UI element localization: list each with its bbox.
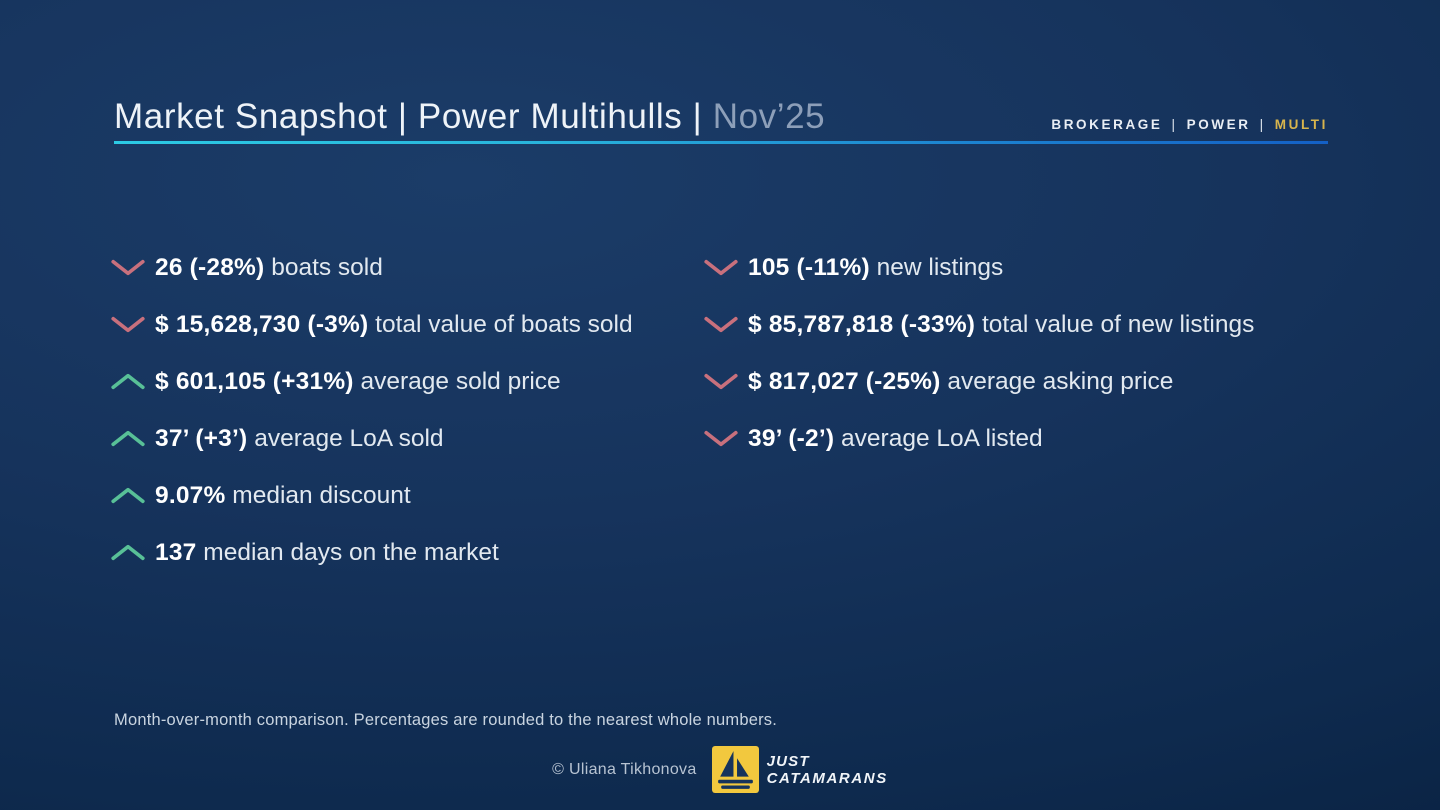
catamaran-icon <box>711 746 759 793</box>
tag-separator: | <box>1259 117 1266 132</box>
stat-label: average LoA sold <box>254 424 444 452</box>
stat-text: $ 15,628,730 (-3%) total value of boats … <box>155 312 633 338</box>
tag-separator: | <box>1171 117 1178 132</box>
stat-text: 105 (-11%) new listings <box>748 255 1003 281</box>
stat-text: 9.07% median discount <box>155 483 411 509</box>
stat-row-average-loa-listed: 39’ (-2’) average LoA listed <box>703 410 1254 467</box>
stat-value: $ 85,787,818 (-33%) <box>748 310 976 338</box>
stat-text: 39’ (-2’) average LoA listed <box>748 426 1043 452</box>
down-chevron-icon <box>111 259 145 276</box>
copyright-text: © Uliana Tikhonova <box>552 760 697 778</box>
stat-text: $ 817,027 (-25%) average asking price <box>748 369 1173 395</box>
stat-label: boats sold <box>271 253 383 281</box>
stat-value: 39’ (-2’) <box>748 424 835 452</box>
title-period: Nov’25 <box>712 97 826 136</box>
stat-label: average LoA listed <box>841 424 1043 452</box>
up-chevron-icon <box>111 373 145 390</box>
stat-row-boats-sold: 26 (-28%) boats sold <box>110 239 633 296</box>
page-title: Market Snapshot | Power Multihulls | Nov… <box>114 97 825 137</box>
down-chevron-icon <box>704 259 738 276</box>
up-chevron-icon <box>111 430 145 447</box>
stats-column-sold: 26 (-28%) boats sold $ 15,628,730 (-3%) … <box>110 239 633 581</box>
stat-value: 26 (-28%) <box>155 253 265 281</box>
stat-value: 105 (-11%) <box>748 253 870 281</box>
stat-text: $ 601,105 (+31%) average sold price <box>155 369 561 395</box>
logo-line-just: JUST <box>766 752 810 770</box>
title-main: Market Snapshot | Power Multihulls | <box>114 97 703 136</box>
footnote: Month-over-month comparison. Percentages… <box>114 711 778 729</box>
stat-label: total value of new listings <box>981 310 1255 338</box>
stat-row-total-value-sold: $ 15,628,730 (-3%) total value of boats … <box>110 296 633 353</box>
stat-text: 37’ (+3’) average LoA sold <box>155 426 444 452</box>
stat-value: $ 601,105 (+31%) <box>155 367 354 395</box>
stat-value: $ 15,628,730 (-3%) <box>155 310 369 338</box>
stat-value: 37’ (+3’) <box>155 424 248 452</box>
stat-row-median-days: 137 median days on the market <box>110 524 633 581</box>
stat-text: $ 85,787,818 (-33%) total value of new l… <box>748 312 1254 338</box>
stat-text: 137 median days on the market <box>155 540 499 566</box>
stat-label: average asking price <box>947 367 1174 395</box>
logo-line-catamarans: CATAMARANS <box>766 769 888 787</box>
stat-row-median-discount: 9.07% median discount <box>110 467 633 524</box>
tag-brokerage: BROKERAGE <box>1051 117 1163 132</box>
stat-value: 9.07% <box>155 481 226 509</box>
stat-label: median days on the market <box>203 538 499 566</box>
tag-multi: MULTI <box>1274 117 1328 132</box>
breadcrumb: BROKERAGE | POWER | MULTI <box>1051 117 1328 132</box>
stat-label: median discount <box>232 481 411 509</box>
credit-bar: © Uliana Tikhonova JUST CATAMARANS <box>0 746 1440 793</box>
stats-column-listings: 105 (-11%) new listings $ 85,787,818 (-3… <box>703 239 1254 467</box>
stat-value: $ 817,027 (-25%) <box>748 367 941 395</box>
down-chevron-icon <box>704 430 738 447</box>
stat-row-average-sold-price: $ 601,105 (+31%) average sold price <box>110 353 633 410</box>
down-chevron-icon <box>704 373 738 390</box>
stat-text: 26 (-28%) boats sold <box>155 255 383 281</box>
stat-label: new listings <box>876 253 1004 281</box>
down-chevron-icon <box>704 316 738 333</box>
stat-row-average-asking-price: $ 817,027 (-25%) average asking price <box>703 353 1254 410</box>
stat-row-new-listings: 105 (-11%) new listings <box>703 239 1254 296</box>
logo-wordmark: JUST CATAMARANS <box>767 754 888 786</box>
up-chevron-icon <box>111 544 145 561</box>
down-chevron-icon <box>111 316 145 333</box>
stat-label: average sold price <box>360 367 561 395</box>
stat-row-total-value-listings: $ 85,787,818 (-33%) total value of new l… <box>703 296 1254 353</box>
just-catamarans-logo: JUST CATAMARANS <box>711 746 888 793</box>
stat-row-average-loa-sold: 37’ (+3’) average LoA sold <box>110 410 633 467</box>
stat-label: total value of boats sold <box>375 310 633 338</box>
tag-power: POWER <box>1186 117 1251 132</box>
up-chevron-icon <box>111 487 145 504</box>
stat-value: 137 <box>155 538 197 566</box>
title-underline <box>114 141 1328 144</box>
